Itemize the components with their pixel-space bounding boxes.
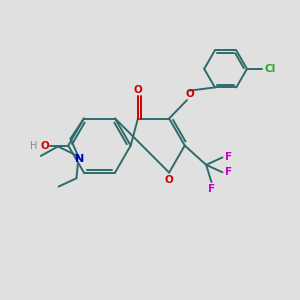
Text: Cl: Cl (265, 64, 276, 74)
Text: H: H (30, 140, 38, 151)
Text: O: O (186, 89, 194, 99)
Text: F: F (226, 152, 232, 162)
Text: O: O (134, 85, 142, 95)
Text: O: O (165, 175, 173, 185)
Text: F: F (226, 167, 232, 177)
Text: F: F (208, 184, 215, 194)
Text: O: O (40, 140, 49, 151)
Text: N: N (75, 154, 84, 164)
